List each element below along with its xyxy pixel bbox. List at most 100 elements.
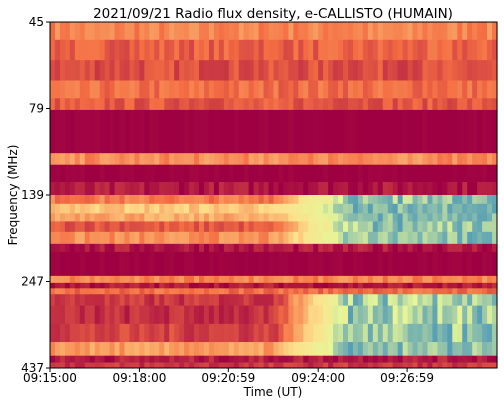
heatmap-cell: [367, 305, 374, 325]
heatmap-cell: [457, 182, 463, 196]
heatmap-cell: [84, 213, 91, 222]
heatmap-cell: [407, 231, 414, 245]
heatmap-cell: [278, 109, 285, 154]
heatmap-cell: [169, 231, 175, 245]
heatmap-cell: [64, 203, 71, 214]
heatmap-cell: [377, 22, 384, 41]
heatmap-cell: [139, 221, 145, 233]
heatmap-cell: [338, 282, 344, 289]
heatmap-cell: [218, 282, 225, 289]
heatmap-cell: [119, 164, 126, 183]
heatmap-cell: [442, 39, 448, 61]
heatmap-cell: [402, 251, 409, 277]
heatmap-cell: [258, 195, 265, 205]
heatmap-cell: [382, 39, 389, 61]
heatmap-cell: [328, 275, 334, 284]
heatmap-cell: [293, 305, 299, 325]
heatmap-cell: [432, 294, 438, 307]
heatmap-cell: [89, 243, 96, 253]
heatmap-cell: [164, 109, 170, 154]
heatmap-cell: [154, 342, 160, 357]
heatmap-cell: [417, 243, 424, 253]
heatmap-cell: [119, 213, 126, 222]
heatmap-cell: [258, 282, 265, 289]
heatmap-cell: [338, 288, 344, 295]
heatmap-cell: [74, 294, 81, 307]
heatmap-cell: [199, 221, 205, 233]
heatmap-cell: [432, 22, 438, 41]
heatmap-cell: [238, 231, 245, 245]
heatmap-cell: [189, 221, 195, 233]
heatmap-cell: [79, 60, 86, 81]
heatmap-cell: [387, 98, 394, 111]
heatmap-cell: [139, 60, 145, 81]
heatmap-cell: [218, 203, 225, 214]
heatmap-cell: [114, 323, 121, 343]
heatmap-cell: [343, 362, 349, 369]
heatmap-cell: [74, 288, 81, 295]
heatmap-cell: [248, 80, 255, 99]
heatmap-cell: [432, 98, 438, 111]
heatmap-cell: [74, 275, 81, 284]
heatmap-cell: [382, 98, 389, 111]
heatmap-cell: [243, 182, 250, 196]
heatmap-cell: [308, 213, 314, 222]
heatmap-cell: [179, 164, 185, 183]
heatmap-cell: [139, 243, 145, 253]
heatmap-cell: [54, 39, 61, 61]
heatmap-cell: [164, 153, 170, 166]
y-tick-label: 79: [29, 102, 44, 116]
heatmap-cell: [248, 355, 255, 363]
heatmap-cell: [482, 305, 488, 325]
heatmap-cell: [218, 22, 225, 41]
heatmap-cell: [169, 275, 175, 284]
heatmap-cell: [467, 251, 473, 277]
heatmap-cell: [203, 60, 210, 81]
heatmap-cell: [382, 153, 389, 166]
heatmap-cell: [407, 288, 414, 295]
heatmap-cell: [338, 362, 344, 369]
heatmap-cell: [422, 60, 429, 81]
heatmap-cell: [382, 182, 389, 196]
heatmap-cell: [362, 231, 369, 245]
heatmap-cell: [348, 109, 354, 154]
heatmap-cell: [298, 294, 304, 307]
heatmap-cell: [407, 251, 414, 277]
heatmap-cell: [164, 275, 170, 284]
heatmap-cell: [99, 203, 106, 214]
heatmap-cell: [352, 213, 359, 222]
heatmap-cell: [348, 213, 354, 222]
heatmap-cell: [407, 323, 414, 343]
heatmap-cell: [407, 203, 414, 214]
heatmap-cell: [357, 305, 364, 325]
heatmap-cell: [323, 60, 329, 81]
heatmap-cell: [427, 342, 434, 357]
heatmap-cell: [402, 22, 409, 41]
heatmap-cell: [417, 362, 424, 369]
heatmap-cell: [298, 195, 304, 205]
heatmap-cell: [203, 355, 210, 363]
heatmap-cell: [432, 221, 438, 233]
heatmap-cell: [184, 213, 190, 222]
heatmap-cell: [402, 60, 409, 81]
heatmap-cell: [218, 294, 225, 307]
heatmap-cell: [50, 164, 56, 183]
heatmap-cell: [457, 195, 463, 205]
heatmap-cell: [387, 39, 394, 61]
heatmap-cell: [233, 195, 240, 205]
heatmap-cell: [94, 195, 101, 205]
heatmap-cell: [104, 80, 111, 99]
heatmap-cell: [397, 355, 404, 363]
heatmap-cell: [452, 251, 458, 277]
heatmap-cell: [50, 243, 56, 253]
heatmap-cell: [343, 221, 349, 233]
heatmap-cell: [412, 221, 419, 233]
heatmap-cell: [343, 109, 349, 154]
heatmap-cell: [352, 221, 359, 233]
heatmap-cell: [402, 164, 409, 183]
heatmap-cell: [377, 243, 384, 253]
heatmap-cell: [298, 282, 304, 289]
heatmap-cell: [308, 221, 314, 233]
heatmap-cell: [174, 39, 180, 61]
heatmap-cell: [328, 60, 334, 81]
